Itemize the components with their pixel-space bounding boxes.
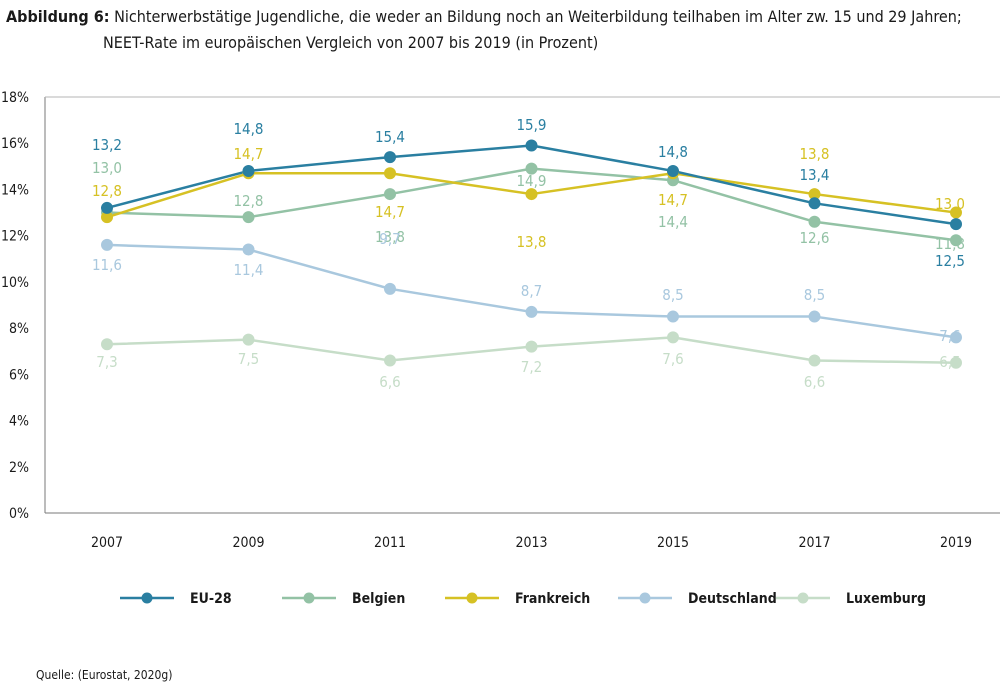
- data-label: 9,7: [379, 230, 400, 248]
- data-point: [101, 338, 113, 351]
- data-label: 13,0: [935, 195, 965, 213]
- legend-marker: [141, 592, 153, 604]
- data-label: 12,6: [799, 229, 829, 247]
- legend-label: Deutschland: [688, 591, 777, 607]
- y-tick-label: 6%: [9, 367, 29, 383]
- y-tick-label: 14%: [1, 182, 29, 198]
- data-point: [525, 188, 538, 201]
- data-label: 7,5: [238, 350, 259, 368]
- data-point: [525, 340, 538, 353]
- data-point: [242, 243, 255, 256]
- data-label: 13,8: [375, 228, 405, 246]
- data-point: [808, 310, 821, 323]
- data-label: 14,8: [658, 143, 688, 161]
- data-point: [384, 282, 396, 295]
- data-point: [950, 206, 962, 219]
- x-tick-label: 2009: [232, 535, 264, 551]
- data-point: [667, 164, 679, 177]
- data-point: [808, 354, 821, 367]
- data-label: 6,6: [804, 373, 825, 391]
- data-label: 13,8: [516, 233, 546, 251]
- data-point: [808, 215, 821, 228]
- data-point: [384, 188, 396, 201]
- data-label: 14,8: [233, 120, 263, 138]
- legend-label: EU-28: [190, 591, 232, 607]
- data-point: [667, 331, 679, 344]
- legend-marker: [303, 592, 315, 604]
- data-point: [384, 354, 396, 367]
- x-tick-label: 2011: [374, 535, 406, 551]
- data-label: 6,5: [939, 353, 960, 371]
- x-tick-label: 2019: [940, 535, 972, 551]
- data-label: 12,8: [233, 192, 263, 210]
- data-label: 8,7: [521, 282, 542, 300]
- data-label: 7,3: [96, 353, 117, 371]
- x-tick-label: 2007: [91, 535, 123, 551]
- data-point: [950, 234, 962, 247]
- y-tick-label: 0%: [9, 506, 29, 522]
- data-point: [950, 356, 962, 369]
- data-label: 7,2: [521, 358, 542, 376]
- data-label: 14,7: [375, 203, 405, 221]
- y-tick-label: 4%: [9, 414, 29, 430]
- legend-marker: [639, 592, 651, 604]
- data-point: [384, 167, 396, 180]
- data-label: 12,8: [92, 182, 122, 200]
- data-point: [101, 201, 113, 214]
- data-label: 8,5: [804, 286, 825, 304]
- x-tick-label: 2015: [657, 535, 689, 551]
- data-label: 13,2: [92, 136, 122, 154]
- data-label: 13,0: [92, 159, 122, 177]
- legend-label: Luxemburg: [846, 591, 926, 607]
- data-label: 14,9: [516, 172, 546, 190]
- data-label: 15,4: [375, 128, 405, 146]
- data-label: 11,4: [233, 261, 263, 279]
- data-label: 14,7: [658, 191, 688, 209]
- data-point: [667, 310, 679, 323]
- title-line-1: Nichterwerbstätige Jugendliche, die wede…: [109, 7, 962, 26]
- data-label: 14,4: [658, 213, 688, 231]
- data-point: [950, 218, 962, 231]
- data-point: [525, 139, 538, 152]
- data-label: 12,5: [935, 252, 965, 270]
- figure-number: Abbildung 6:: [6, 7, 110, 26]
- data-label: 11,8: [935, 235, 965, 253]
- legend-marker: [466, 592, 478, 604]
- y-tick-label: 18%: [1, 90, 29, 106]
- title-line-2: NEET-Rate im europäischen Vergleich von …: [103, 33, 599, 52]
- y-tick-label: 12%: [1, 229, 29, 245]
- data-label: 15,9: [516, 116, 546, 134]
- data-label: 11,6: [92, 256, 122, 274]
- legend-label: Frankreich: [515, 591, 590, 607]
- data-label: 13,4: [799, 166, 829, 184]
- y-tick-label: 8%: [9, 321, 29, 337]
- data-point: [525, 162, 538, 175]
- data-label: 8,5: [662, 286, 683, 304]
- data-label: 14,7: [233, 145, 263, 163]
- x-tick-label: 2017: [798, 535, 830, 551]
- data-label: 6,6: [379, 373, 400, 391]
- chart-title: Abbildung 6: Nichterwerbstätige Jugendli…: [6, 4, 996, 56]
- data-point: [950, 331, 962, 344]
- legend-label: Belgien: [352, 591, 405, 607]
- data-point: [384, 151, 396, 164]
- data-point: [242, 164, 255, 177]
- data-label: 13,8: [799, 145, 829, 163]
- data-point: [525, 305, 538, 318]
- y-tick-label: 10%: [1, 275, 29, 291]
- data-point: [808, 197, 821, 210]
- x-tick-label: 2013: [515, 535, 547, 551]
- source-note: Quelle: (Eurostat, 2020g): [36, 668, 173, 682]
- data-point: [242, 211, 255, 224]
- data-label: 7,6: [662, 350, 683, 368]
- data-point: [242, 333, 255, 346]
- y-tick-label: 16%: [1, 136, 29, 152]
- y-tick-label: 2%: [9, 460, 29, 476]
- data-point: [101, 238, 113, 251]
- data-label: 7,6: [939, 327, 960, 345]
- legend-marker: [797, 592, 809, 604]
